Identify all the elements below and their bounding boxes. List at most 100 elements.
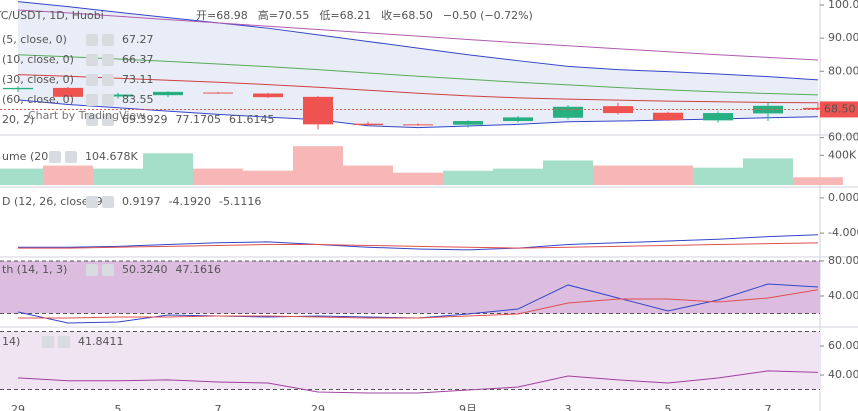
indicator-value: 50.3240 xyxy=(122,263,168,276)
header-stat: 收=68.50 xyxy=(381,8,433,22)
indicator-label: 14) xyxy=(2,335,20,348)
header-stat: 高=70.55 xyxy=(258,8,310,22)
y-tick-label: -4.0000 xyxy=(828,226,858,239)
indicator-label: (60, close, 0) xyxy=(2,93,74,106)
last-price-box xyxy=(820,101,858,118)
settings-icon xyxy=(86,196,98,208)
overlay-line xyxy=(17,9,819,61)
indicator-label: ume (20) xyxy=(2,150,53,163)
indicator-value: 61.6145 xyxy=(229,113,275,126)
settings-icon xyxy=(86,264,98,276)
candle-body xyxy=(153,91,183,96)
candle-body xyxy=(553,106,583,118)
x-tick-label: 7 xyxy=(765,403,772,411)
volume-bar xyxy=(0,168,43,185)
x-tick-label: 3 xyxy=(565,403,572,411)
close-icon xyxy=(102,114,114,126)
candle-body xyxy=(503,117,533,122)
settings-icon xyxy=(49,151,61,163)
overlay-line xyxy=(17,74,819,104)
chart-title: LTC/USDT, 1D, Huobi xyxy=(0,9,104,22)
volume-bar xyxy=(93,168,143,185)
candle-body xyxy=(253,93,283,98)
indicator-value: -4.1920 xyxy=(169,195,211,208)
volume-bar xyxy=(593,165,643,185)
x-tick-label: 7 xyxy=(215,403,222,411)
close-icon xyxy=(65,151,77,163)
indicator-label: (30, close, 0) xyxy=(2,73,74,86)
indicator-value: -5.1116 xyxy=(219,195,261,208)
y-tick-label: 90.00 xyxy=(828,31,858,44)
x-tick-label: 29 xyxy=(311,403,325,411)
indicator-value: 0.9197 xyxy=(122,195,161,208)
band-fill xyxy=(0,331,820,390)
volume-bar xyxy=(693,167,743,185)
volume-bar xyxy=(243,170,293,185)
close-icon xyxy=(102,74,114,86)
volume-bar xyxy=(743,158,793,185)
x-tick-label: 5 xyxy=(665,403,672,411)
indicator-value: 73.11 xyxy=(122,73,154,86)
volume-bar xyxy=(793,177,843,185)
y-tick-label: 400K xyxy=(828,148,857,161)
volume-bar xyxy=(393,172,443,185)
candle-body xyxy=(353,123,383,126)
last-price-label: 68.50 xyxy=(824,102,856,115)
y-tick-label: 80.00 xyxy=(828,64,858,77)
volume-bar xyxy=(293,146,343,185)
indicator-value: 69.3929 xyxy=(122,113,168,126)
close-icon xyxy=(58,336,70,348)
candle-body xyxy=(203,92,233,94)
y-tick-label: 60.00 xyxy=(828,339,858,352)
close-icon xyxy=(102,94,114,106)
volume-bar xyxy=(43,165,93,185)
indicator-line xyxy=(18,242,819,249)
indicator-line xyxy=(18,234,819,251)
band-fill xyxy=(0,260,820,314)
settings-icon xyxy=(86,54,98,66)
x-tick-label: 5 xyxy=(115,403,122,411)
watermark: Chart by TradingView xyxy=(28,109,145,122)
indicator-value: 104.678K xyxy=(85,150,138,163)
volume-bar xyxy=(543,160,593,185)
candle-body xyxy=(3,87,33,90)
candle-body xyxy=(53,87,83,97)
volume-bar xyxy=(443,170,493,185)
x-tick-label: 9月 xyxy=(459,403,477,411)
indicator-value: 47.1616 xyxy=(176,263,222,276)
header-stat: 低=68.21 xyxy=(319,9,371,22)
close-icon xyxy=(102,196,114,208)
candle-body xyxy=(803,107,833,110)
overlay-line xyxy=(17,1,819,81)
indicator-label: th (14, 1, 3) xyxy=(2,263,67,276)
indicator-label: 20, 2) xyxy=(2,113,34,126)
candle-body xyxy=(703,113,733,121)
overlay-line xyxy=(17,54,819,96)
settings-icon xyxy=(86,94,98,106)
volume-bar xyxy=(143,153,193,185)
y-tick-label: 80.00 xyxy=(828,254,858,267)
y-tick-label: 100.00 xyxy=(828,0,858,11)
settings-icon xyxy=(42,336,54,348)
overlay-line xyxy=(17,99,819,129)
candle-body xyxy=(653,112,683,121)
bollinger-fill xyxy=(18,1,818,128)
indicator-label: (5, close, 0) xyxy=(2,33,67,46)
candle-body xyxy=(103,94,133,97)
header-stat: −0.50 (−0.72%) xyxy=(443,9,533,22)
close-icon xyxy=(102,264,114,276)
indicator-line xyxy=(18,289,819,319)
indicator-label: D (12, 26, close, 9) xyxy=(2,195,107,208)
indicator-value: 67.27 xyxy=(122,33,154,46)
settings-icon xyxy=(86,114,98,126)
header-stat: 开=68.98 xyxy=(196,9,248,22)
candle-body xyxy=(453,121,483,125)
close-icon xyxy=(102,54,114,66)
candle-body xyxy=(403,124,433,126)
close-icon xyxy=(102,34,114,46)
y-tick-label: 0.0000 xyxy=(828,191,858,204)
candle-body xyxy=(303,96,333,125)
indicator-line xyxy=(17,370,819,394)
y-tick-label: 60.00 xyxy=(828,131,858,144)
